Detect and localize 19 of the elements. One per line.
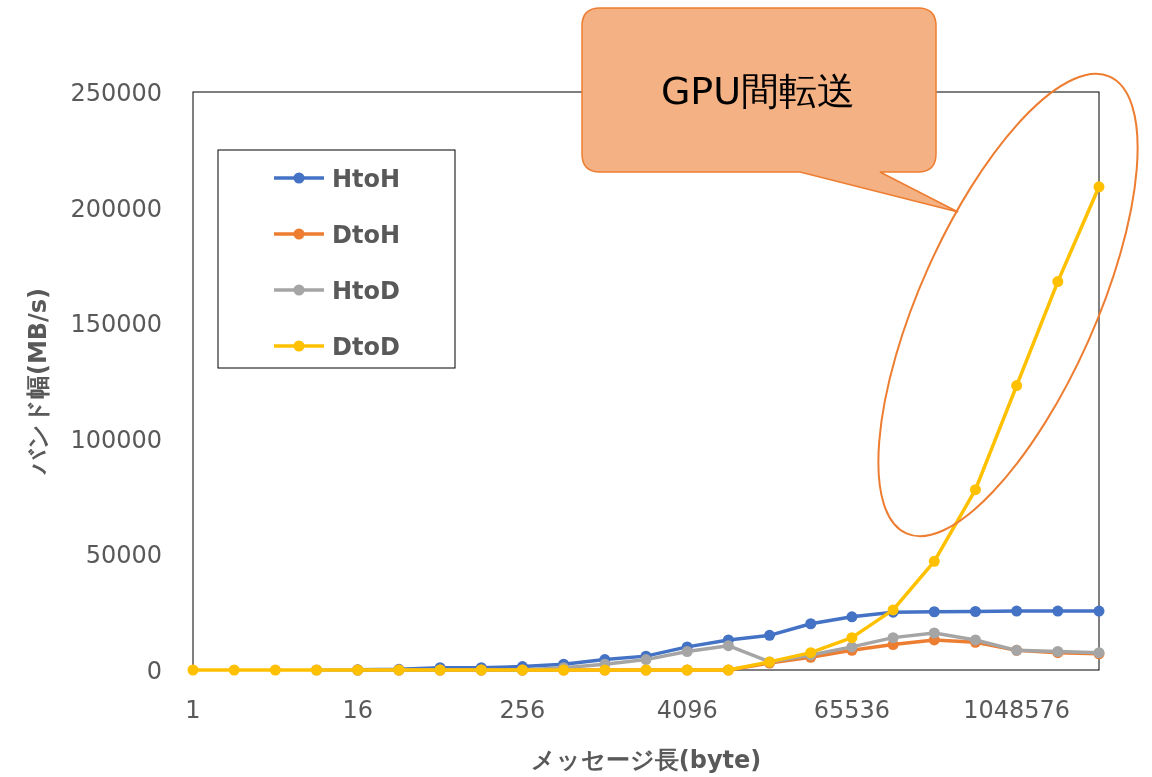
y-tick-label: 100000 bbox=[70, 425, 162, 454]
annotation: GPU間転送 bbox=[660, 69, 856, 113]
x-tick-label: 256 bbox=[499, 696, 546, 724]
legend-label: DtoD bbox=[332, 333, 400, 361]
y-tick-label: 250000 bbox=[70, 79, 162, 107]
x-tick-label: 1048576 bbox=[963, 696, 1071, 724]
y-axis-title: バンド幅(MB/s) bbox=[24, 287, 52, 477]
y-tick-label: 0 bbox=[146, 657, 162, 685]
x-axis-title: メッセージ長(byte) bbox=[530, 746, 762, 774]
legend-label: DtoH bbox=[332, 221, 400, 249]
y-tick-label: 150000 bbox=[70, 310, 162, 339]
y-tick-label: 200000 bbox=[70, 194, 162, 223]
x-tick-label: 65536 bbox=[813, 696, 891, 724]
y-tick-label: 50000 bbox=[85, 541, 162, 570]
legend-label: HtoD bbox=[332, 277, 400, 305]
legend-label: HtoH bbox=[332, 165, 401, 193]
x-tick-label: 1 bbox=[185, 696, 201, 724]
x-tick-label: 4096 bbox=[656, 696, 718, 724]
x-tick-label: 16 bbox=[342, 696, 373, 724]
